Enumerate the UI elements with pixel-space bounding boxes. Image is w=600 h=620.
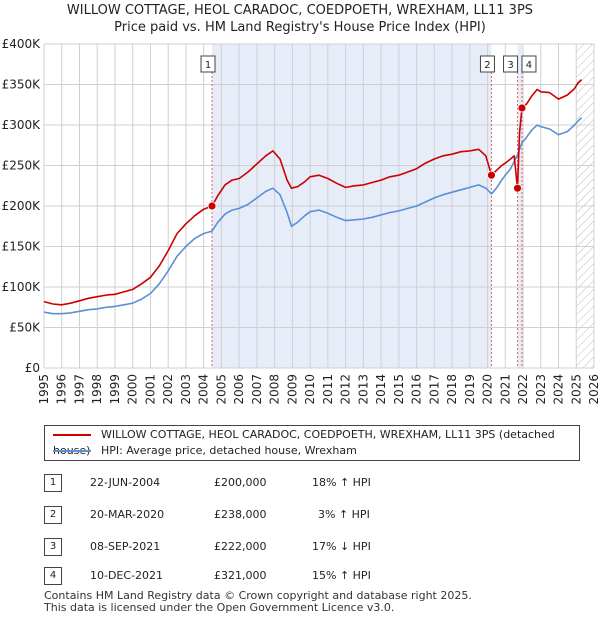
transaction-hpi: 15% ↑ HPI: [312, 569, 371, 582]
x-tick-label: 2015: [392, 374, 406, 405]
legend: WILLOW COTTAGE, HEOL CARADOC, COEDPOETH,…: [44, 425, 580, 461]
y-tick-label: £100K: [2, 280, 42, 294]
transaction-date: 10-DEC-2021: [90, 569, 164, 582]
x-tick-label: 2008: [268, 374, 282, 405]
transaction-price: £200,000: [214, 476, 267, 489]
y-tick-label: £350K: [2, 78, 42, 92]
sale-point-4: [517, 103, 527, 113]
chart-subtitle: Price paid vs. HM Land Registry's House …: [114, 20, 486, 35]
y-tick-label: £150K: [2, 240, 42, 254]
x-tick-label: 2018: [445, 374, 459, 405]
y-tick-label: £300K: [2, 118, 42, 132]
y-tick-label: £50K: [9, 321, 41, 335]
x-tick-label: 2006: [232, 374, 246, 405]
sale-point-2: [487, 170, 496, 180]
transaction-hpi: 3% ↑ HPI: [318, 508, 370, 521]
sale-point-3: [513, 183, 522, 193]
y-tick-label: £400K: [2, 37, 42, 51]
table-row: 3 08-SEP-2021 £222,000 17% ↓ HPI: [0, 537, 600, 559]
x-tick-label: 2010: [303, 374, 317, 405]
x-tick-label: 2009: [285, 374, 299, 405]
footer-copyright: Contains HM Land Registry data © Crown c…: [44, 589, 472, 602]
hpi-line: [43, 117, 583, 315]
transaction-number: 4: [44, 567, 62, 585]
marker-4-box: [521, 55, 537, 73]
legend-label-hpi: HPI: Average price, detached house, Wrex…: [101, 444, 357, 457]
transaction-price: £321,000: [214, 569, 267, 582]
legend-item-property: WILLOW COTTAGE, HEOL CARADOC, COEDPOETH,…: [53, 427, 579, 457]
table-row: 4 10-DEC-2021 £321,000 15% ↑ HPI: [0, 566, 600, 588]
footer: Contains HM Land Registry data © Crown c…: [44, 590, 472, 614]
x-tick-label: 2012: [339, 374, 353, 405]
x-tick-label: 2025: [569, 374, 583, 405]
transaction-hpi: 17% ↓ HPI: [312, 540, 371, 553]
transaction-number: 3: [44, 538, 62, 556]
legend-item-hpi: HPI: Average price, detached house, Wrex…: [53, 443, 357, 459]
transaction-number: 1: [44, 474, 62, 492]
x-tick-label: 2017: [427, 374, 441, 405]
table-row: 2 20-MAR-2020 £238,000 3% ↑ HPI: [0, 505, 600, 527]
marker-2-box: [479, 55, 495, 73]
x-tick-label: 2005: [214, 374, 228, 405]
marker-1-box: [200, 55, 216, 73]
legend-swatch-hpi: [53, 450, 91, 452]
x-tick-label: 1996: [55, 374, 69, 405]
price-chart: 1 2 3 4 £0 £50K £100K £150K £200K £250K £300K £350K…: [2, 37, 600, 405]
x-tick-label: 1999: [108, 374, 122, 405]
x-tick-label: 1998: [90, 374, 104, 405]
y-tick-label: £250K: [2, 159, 42, 173]
transaction-hpi: 18% ↑ HPI: [312, 476, 371, 489]
x-tick-label: 2026: [587, 374, 600, 405]
sale-point-1: [207, 201, 217, 211]
marker-3-label: 3: [507, 60, 513, 71]
x-tick-label: 1995: [37, 374, 51, 405]
x-tick-label: 2001: [143, 374, 157, 405]
marker-2-label: 2: [484, 60, 490, 71]
chart-title: WILLOW COTTAGE, HEOL CARADOC, COEDPOETH,…: [66, 3, 534, 18]
x-tick-label: 1997: [72, 374, 86, 405]
x-tick-label: 2016: [410, 374, 424, 405]
table-row: 1 22-JUN-2004 £200,000 18% ↑ HPI: [0, 473, 600, 495]
transaction-date: 20-MAR-2020: [90, 508, 165, 521]
x-tick-label: 2004: [197, 374, 211, 405]
transaction-number: 2: [44, 506, 62, 524]
marker-1-label: 1: [205, 60, 211, 71]
marker-4-label: 4: [526, 60, 532, 71]
transaction-price: £222,000: [214, 540, 267, 553]
x-tick-label: 2011: [321, 374, 335, 405]
x-tick-label: 2022: [516, 374, 530, 405]
legend-swatch-property: [53, 434, 91, 436]
x-tick-label: 2021: [498, 374, 512, 405]
x-tick-label: 2023: [534, 374, 548, 405]
y-tick-label: £200K: [2, 199, 42, 213]
x-tick-label: 2013: [356, 374, 370, 405]
x-tick-label: 2000: [126, 374, 140, 405]
x-tick-label: 2024: [552, 374, 566, 405]
y-tick-label: £0: [25, 361, 40, 375]
marker-3-box: [503, 55, 519, 73]
x-tick-label: 2019: [463, 374, 477, 405]
transaction-date: 08-SEP-2021: [90, 540, 161, 553]
x-tick-label: 2007: [250, 374, 264, 405]
x-tick-label: 2020: [481, 374, 495, 405]
transaction-price: £238,000: [214, 508, 267, 521]
x-tick-label: 2014: [374, 374, 388, 405]
footer-license: This data is licensed under the Open Gov…: [44, 601, 395, 614]
transaction-date: 22-JUN-2004: [90, 476, 161, 489]
x-tick-label: 2002: [161, 374, 175, 405]
x-tick-label: 2003: [179, 374, 193, 405]
